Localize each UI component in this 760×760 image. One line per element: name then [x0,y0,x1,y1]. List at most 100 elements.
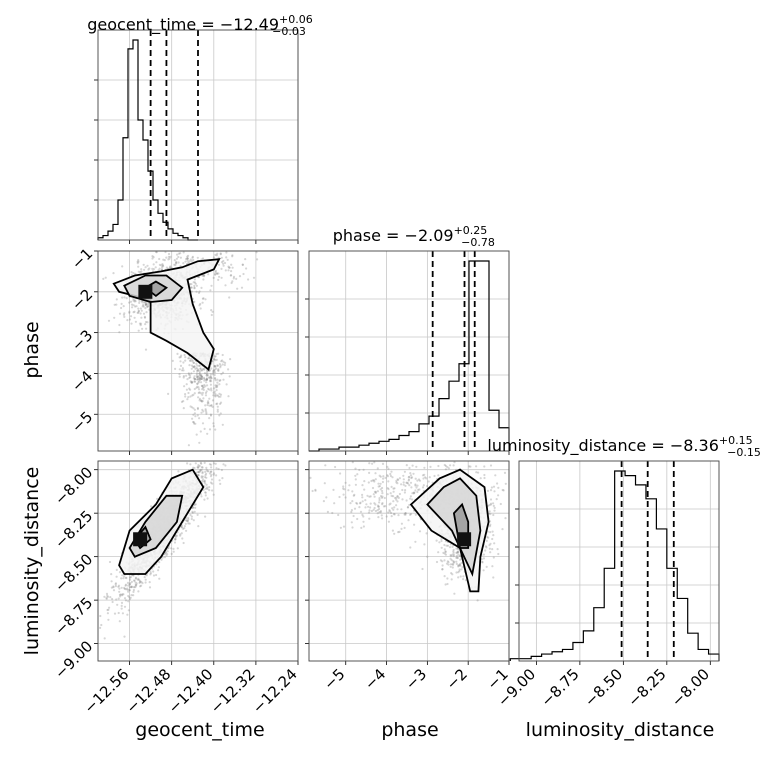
scatter-point [170,552,173,556]
scatter-point [255,251,258,254]
scatter-point [197,291,201,294]
scatter-point [208,417,211,420]
scatter-point [197,381,200,384]
scatter-point [134,581,137,584]
scatter-point [137,309,140,312]
scatter-point [186,257,189,260]
scatter-point [124,583,128,586]
scatter-point [201,475,204,478]
scatter-point [199,381,203,384]
scatter-point [376,467,379,470]
scatter-point [198,391,201,394]
scatter-point [444,583,447,586]
scatter-point [414,484,417,487]
scatter-point [130,303,134,306]
scatter-point [455,562,458,566]
scatter-point [199,430,202,433]
scatter-point [381,492,384,495]
scatter-point [381,489,384,493]
scatter-point [372,493,375,496]
scatter-point [393,532,396,535]
scatter-point [137,307,140,310]
scatter-point [209,470,212,473]
scatter-point [403,470,406,473]
scatter-point [370,509,373,513]
scatter-point [373,461,376,464]
scatter-point [195,362,198,365]
scatter-point [369,502,372,505]
scatter-point [200,399,203,402]
scatter-point [245,267,248,270]
scatter-point [452,548,455,551]
scatter-point [211,482,214,485]
scatter-point [367,505,370,508]
scatter-point [404,484,407,487]
scatter-point [447,561,450,564]
scatter-point [201,388,204,391]
scatter-point [198,370,201,373]
scatter-point [117,585,120,588]
scatter-point [405,464,408,467]
scatter-point [186,519,189,522]
scatter-point [215,394,218,397]
scatter-point [202,410,205,413]
scatter-point [378,497,381,500]
scatter-point [204,409,207,412]
scatter-point [167,392,170,395]
scatter-point [215,272,219,275]
scatter-point [211,489,214,492]
scatter-point [213,390,216,393]
scatter-point [195,366,198,369]
scatter-point [204,404,207,407]
scatter-point [484,549,487,552]
scatter-point [162,265,165,268]
scatter-point [499,502,502,506]
scatter-point [193,412,196,415]
scatter-point [182,541,185,545]
scatter-point [206,497,209,500]
scatter-point [229,274,232,277]
scatter-point [232,277,235,280]
scatter-point [102,277,105,280]
scatter-point [195,284,198,287]
scatter-point [184,359,187,362]
scatter-point [210,389,213,392]
scatter-point [189,258,192,261]
scatter-point [155,573,158,577]
scatter-point [161,556,164,559]
scatter-point [192,413,195,416]
scatter-point [121,265,124,268]
scatter-point [185,388,188,391]
scatter-point [218,379,221,382]
scatter-point [172,550,175,553]
scatter-point [214,272,217,275]
scatter-point [177,470,180,473]
scatter-point [231,254,234,257]
ylabel-luminosity-distance: luminosity_distance [21,467,43,656]
scatter-point [485,539,488,543]
scatter-point [189,380,192,383]
scatter-point [224,284,227,287]
scatter-point [390,485,393,488]
scatter-point [119,595,122,598]
scatter-point [115,598,118,601]
scatter-point [185,383,188,386]
scatter-point [353,507,357,510]
scatter-point [144,303,148,306]
scatter-point [344,481,347,484]
scatter-point [207,400,210,403]
scatter-point [373,495,376,498]
scatter-point [198,378,201,382]
scatter-point [118,331,121,334]
scatter-point [441,568,444,571]
density-peak-phase_vs_luminosity_distance-0 [457,532,472,547]
scatter-point [354,483,357,486]
scatter-point [342,525,346,528]
scatter-point [192,519,195,522]
scatter-point [148,581,151,584]
scatter-point [492,504,495,507]
scatter-point [400,522,403,525]
scatter-point [197,396,200,399]
title-luminosity-distance-label: luminosity_distance [487,436,646,456]
